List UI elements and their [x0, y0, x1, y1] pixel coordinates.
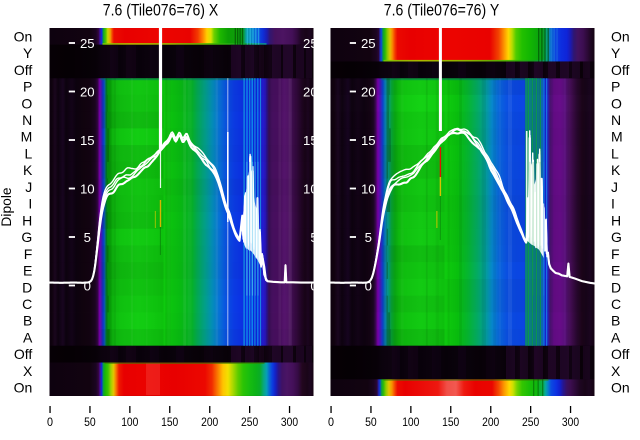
svg-text:F: F: [611, 246, 620, 262]
svg-text:I: I: [28, 196, 32, 212]
svg-text:On: On: [14, 380, 33, 396]
svg-text:5: 5: [365, 230, 372, 245]
svg-text:M: M: [611, 129, 623, 145]
svg-text:5: 5: [84, 230, 91, 245]
svg-text:150: 150: [442, 415, 460, 429]
svg-text:15: 15: [303, 133, 318, 148]
svg-text:C: C: [22, 296, 32, 312]
svg-text:L: L: [25, 146, 33, 162]
svg-text:0: 0: [47, 415, 53, 429]
svg-text:X: X: [611, 363, 621, 379]
svg-text:100: 100: [402, 415, 420, 429]
svg-text:50: 50: [84, 415, 96, 429]
svg-text:10: 10: [361, 181, 376, 196]
svg-text:Off: Off: [14, 62, 33, 78]
svg-text:E: E: [23, 263, 32, 279]
svg-text:5: 5: [310, 230, 317, 245]
svg-text:100: 100: [121, 415, 139, 429]
svg-text:25: 25: [303, 36, 318, 51]
svg-text:A: A: [23, 330, 33, 346]
svg-text:20: 20: [80, 84, 95, 99]
svg-text:15: 15: [80, 133, 95, 148]
svg-text:15: 15: [361, 133, 376, 148]
svg-text:10: 10: [303, 181, 318, 196]
svg-text:Off: Off: [611, 346, 630, 362]
svg-text:7.6 (Tile076=76) Y: 7.6 (Tile076=76) Y: [384, 1, 500, 19]
svg-text:B: B: [611, 313, 620, 329]
svg-text:H: H: [22, 212, 32, 228]
svg-text:F: F: [24, 246, 33, 262]
svg-text:K: K: [611, 162, 621, 178]
svg-text:On: On: [611, 380, 630, 396]
svg-text:J: J: [611, 179, 618, 195]
svg-text:20: 20: [361, 84, 376, 99]
svg-text:25: 25: [80, 36, 95, 51]
svg-text:250: 250: [241, 415, 259, 429]
svg-text:200: 200: [201, 415, 219, 429]
svg-text:7.6 (Tile076=76) X: 7.6 (Tile076=76) X: [103, 1, 219, 19]
svg-text:20: 20: [303, 84, 318, 99]
svg-text:P: P: [611, 79, 620, 95]
svg-text:D: D: [611, 279, 621, 295]
svg-text:300: 300: [562, 415, 580, 429]
svg-text:Dipole: Dipole: [0, 187, 14, 226]
svg-text:250: 250: [522, 415, 540, 429]
svg-text:D: D: [22, 279, 32, 295]
svg-text:O: O: [21, 95, 32, 111]
svg-text:X: X: [23, 363, 33, 379]
svg-text:25: 25: [361, 36, 376, 51]
svg-text:Off: Off: [611, 62, 630, 78]
svg-text:150: 150: [161, 415, 179, 429]
svg-text:K: K: [23, 162, 33, 178]
svg-text:I: I: [611, 196, 615, 212]
svg-text:H: H: [611, 212, 621, 228]
svg-text:Y: Y: [23, 45, 33, 61]
svg-text:10: 10: [80, 181, 95, 196]
svg-text:J: J: [25, 179, 32, 195]
svg-text:N: N: [22, 112, 32, 128]
svg-text:M: M: [21, 129, 33, 145]
svg-text:0: 0: [328, 415, 334, 429]
svg-text:C: C: [611, 296, 621, 312]
svg-text:G: G: [21, 229, 32, 245]
svg-text:200: 200: [482, 415, 500, 429]
svg-text:50: 50: [365, 415, 377, 429]
svg-text:0: 0: [310, 278, 317, 293]
svg-text:Off: Off: [14, 346, 33, 362]
svg-text:O: O: [611, 95, 622, 111]
svg-text:A: A: [611, 330, 621, 346]
svg-text:P: P: [23, 79, 32, 95]
svg-text:0: 0: [365, 278, 372, 293]
svg-text:On: On: [14, 28, 33, 44]
svg-text:G: G: [611, 229, 622, 245]
svg-text:Y: Y: [611, 45, 621, 61]
svg-text:On: On: [611, 28, 630, 44]
svg-text:N: N: [611, 112, 621, 128]
svg-text:B: B: [23, 313, 32, 329]
svg-text:L: L: [611, 146, 619, 162]
svg-text:300: 300: [281, 415, 299, 429]
svg-text:E: E: [611, 263, 620, 279]
svg-text:0: 0: [84, 278, 91, 293]
